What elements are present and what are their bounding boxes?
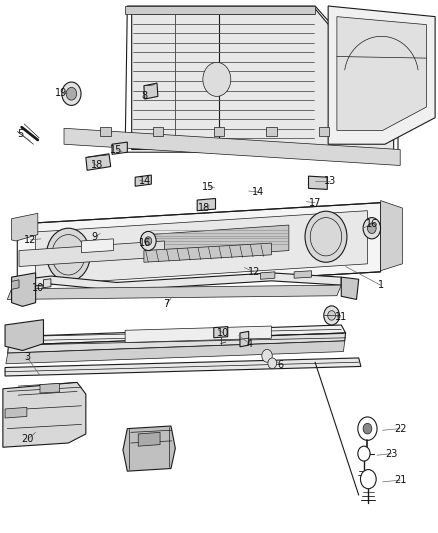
Circle shape: [324, 306, 339, 325]
Circle shape: [203, 62, 231, 96]
Text: 8: 8: [142, 91, 148, 101]
Polygon shape: [112, 142, 127, 155]
Text: 3: 3: [24, 352, 30, 362]
Polygon shape: [341, 277, 359, 300]
Circle shape: [305, 211, 347, 262]
Text: 23: 23: [385, 449, 398, 458]
Polygon shape: [40, 383, 60, 393]
Text: 14: 14: [139, 176, 151, 187]
Circle shape: [363, 423, 372, 434]
Polygon shape: [125, 326, 272, 343]
Polygon shape: [43, 279, 51, 288]
Text: 17: 17: [309, 198, 321, 208]
Polygon shape: [12, 273, 341, 290]
Polygon shape: [5, 320, 43, 351]
Polygon shape: [3, 382, 86, 447]
Circle shape: [367, 223, 376, 233]
Text: 15: 15: [202, 182, 214, 192]
Text: 18: 18: [198, 203, 210, 213]
Circle shape: [46, 228, 90, 281]
Text: 4: 4: [247, 338, 253, 349]
Text: 10: 10: [32, 283, 44, 293]
Polygon shape: [132, 9, 394, 150]
Text: 16: 16: [366, 219, 378, 229]
Polygon shape: [261, 272, 275, 279]
Polygon shape: [328, 6, 435, 144]
Circle shape: [358, 417, 377, 440]
Text: 1: 1: [378, 280, 384, 290]
Polygon shape: [308, 176, 327, 189]
Polygon shape: [100, 127, 111, 136]
Polygon shape: [5, 407, 27, 418]
Polygon shape: [12, 280, 19, 289]
Polygon shape: [266, 127, 277, 136]
Circle shape: [262, 350, 272, 362]
Circle shape: [145, 237, 152, 245]
Polygon shape: [294, 271, 311, 278]
Text: 13: 13: [324, 176, 336, 187]
Polygon shape: [214, 127, 224, 136]
Circle shape: [363, 217, 381, 239]
Polygon shape: [197, 198, 215, 211]
Polygon shape: [381, 200, 403, 271]
Polygon shape: [5, 358, 361, 376]
Text: 10: 10: [217, 328, 230, 338]
Text: 9: 9: [92, 232, 98, 243]
Polygon shape: [318, 127, 329, 136]
Circle shape: [328, 311, 336, 320]
Circle shape: [268, 358, 277, 368]
Text: 5: 5: [17, 128, 24, 139]
Polygon shape: [17, 203, 381, 293]
Polygon shape: [123, 426, 175, 471]
Text: 12: 12: [248, 267, 260, 277]
Text: 22: 22: [394, 424, 406, 434]
Polygon shape: [19, 241, 164, 266]
Polygon shape: [144, 83, 158, 99]
Polygon shape: [8, 333, 346, 353]
Circle shape: [360, 470, 376, 489]
Polygon shape: [337, 17, 426, 131]
Polygon shape: [12, 213, 38, 241]
Text: 11: 11: [335, 312, 347, 322]
Polygon shape: [86, 154, 111, 170]
Polygon shape: [135, 175, 151, 186]
Polygon shape: [81, 239, 113, 253]
Circle shape: [358, 446, 370, 461]
Polygon shape: [7, 285, 341, 300]
Polygon shape: [35, 211, 367, 285]
Polygon shape: [144, 243, 272, 262]
Polygon shape: [9, 325, 346, 345]
Polygon shape: [64, 128, 400, 165]
Text: 16: 16: [139, 238, 151, 247]
Text: 7: 7: [163, 298, 170, 309]
Text: 14: 14: [252, 187, 265, 197]
Polygon shape: [6, 341, 345, 364]
Circle shape: [62, 82, 81, 106]
Polygon shape: [152, 127, 163, 136]
Text: 21: 21: [394, 475, 406, 485]
Polygon shape: [138, 432, 160, 446]
Text: 6: 6: [277, 360, 283, 370]
Text: 18: 18: [91, 160, 103, 171]
Circle shape: [141, 231, 156, 251]
Polygon shape: [240, 332, 249, 347]
Polygon shape: [125, 6, 315, 14]
Circle shape: [66, 87, 77, 100]
Polygon shape: [12, 273, 35, 306]
Polygon shape: [214, 327, 228, 338]
Text: 15: 15: [110, 144, 123, 155]
Text: 12: 12: [24, 235, 36, 245]
Text: 19: 19: [55, 88, 67, 98]
Polygon shape: [149, 225, 289, 260]
Text: 20: 20: [21, 434, 34, 445]
